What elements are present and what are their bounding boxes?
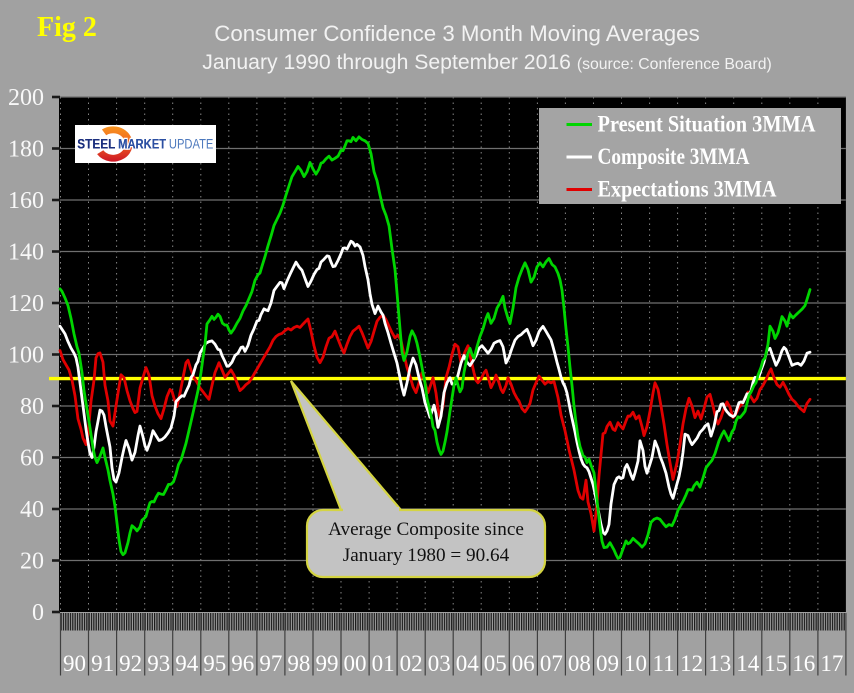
svg-text:MARKET: MARKET: [118, 137, 167, 152]
svg-text:10: 10: [624, 651, 647, 676]
svg-text:Consumer Confidence 3 Month Mo: Consumer Confidence 3 Month Moving Avera…: [214, 21, 699, 46]
svg-text:60: 60: [20, 446, 44, 472]
svg-text:January 1980 = 90.64: January 1980 = 90.64: [343, 545, 510, 566]
svg-text:93: 93: [147, 651, 170, 676]
svg-text:14: 14: [736, 651, 760, 676]
svg-text:01: 01: [372, 651, 395, 676]
svg-text:STEEL: STEEL: [77, 137, 115, 152]
svg-text:Expectations 3MMA: Expectations 3MMA: [598, 177, 777, 202]
svg-text:95: 95: [203, 651, 226, 676]
svg-text:91: 91: [91, 651, 114, 676]
svg-text:05: 05: [484, 651, 507, 676]
svg-text:97: 97: [259, 651, 282, 676]
svg-text:0: 0: [32, 600, 44, 626]
svg-text:98: 98: [287, 651, 310, 676]
svg-text:200: 200: [8, 85, 44, 111]
svg-text:15: 15: [764, 651, 787, 676]
svg-text:180: 180: [8, 137, 44, 163]
svg-text:13: 13: [708, 651, 731, 676]
svg-text:90: 90: [63, 651, 86, 676]
svg-text:Composite 3MMA: Composite 3MMA: [598, 144, 750, 169]
svg-text:100: 100: [8, 343, 44, 369]
svg-text:03: 03: [428, 651, 451, 676]
svg-text:Fig 2: Fig 2: [37, 12, 97, 43]
svg-text:160: 160: [8, 188, 44, 214]
svg-text:UPDATE: UPDATE: [169, 137, 214, 152]
svg-text:12: 12: [680, 651, 703, 676]
svg-text:92: 92: [119, 651, 142, 676]
svg-text:Present Situation 3MMA: Present Situation 3MMA: [598, 112, 816, 137]
svg-text:09: 09: [596, 651, 619, 676]
svg-text:140: 140: [8, 240, 44, 266]
svg-text:06: 06: [512, 651, 535, 676]
svg-text:94: 94: [175, 651, 199, 676]
svg-text:STEEL: STEEL: [77, 137, 115, 152]
svg-text:80: 80: [20, 394, 44, 420]
svg-text:07: 07: [540, 651, 563, 676]
svg-text:11: 11: [653, 651, 675, 676]
svg-text:16: 16: [792, 651, 815, 676]
svg-text:17: 17: [820, 651, 843, 676]
svg-text:08: 08: [568, 651, 591, 676]
svg-text:MARKET: MARKET: [118, 137, 167, 152]
svg-text:January 1990 through September: January 1990 through September 2016 (sou…: [202, 51, 772, 74]
svg-text:Average Composite since: Average Composite since: [328, 519, 524, 540]
svg-text:04: 04: [456, 651, 480, 676]
svg-text:99: 99: [316, 651, 339, 676]
svg-text:20: 20: [20, 549, 44, 575]
svg-text:120: 120: [8, 291, 44, 317]
svg-text:00: 00: [344, 651, 367, 676]
svg-text:96: 96: [231, 651, 254, 676]
svg-text:02: 02: [400, 651, 423, 676]
svg-text:40: 40: [20, 497, 44, 523]
